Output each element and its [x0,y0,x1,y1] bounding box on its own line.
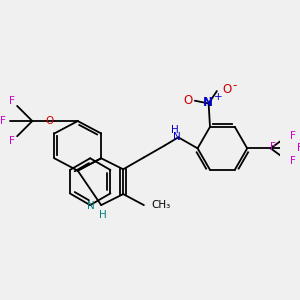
Text: N: N [173,132,181,142]
Text: N: N [87,202,95,212]
Text: +: + [214,92,223,102]
Text: F: F [290,156,296,166]
Text: O: O [183,94,193,107]
Text: O: O [45,116,53,126]
Text: CH₃: CH₃ [152,200,171,210]
Text: O: O [222,83,231,96]
Text: F: F [9,136,15,146]
Text: -: - [232,79,236,92]
Text: F: F [9,96,15,106]
Text: H: H [171,125,179,135]
Text: F: F [297,143,300,153]
Text: N: N [203,96,213,110]
Text: H: H [99,210,106,220]
Text: F: F [270,142,276,152]
Text: F: F [290,131,296,141]
Text: F: F [0,116,6,126]
